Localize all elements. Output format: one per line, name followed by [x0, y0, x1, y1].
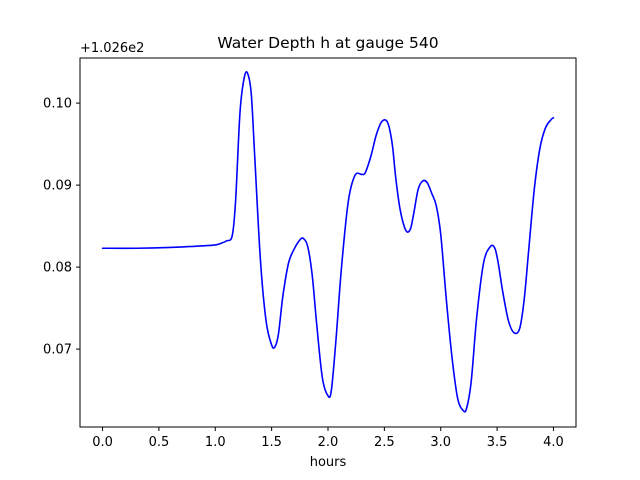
x-tick-label: 1.0 [205, 435, 226, 450]
y-tick-label: 0.09 [43, 179, 72, 194]
x-tick-label: 2.0 [318, 435, 339, 450]
x-tick-label: 0.5 [149, 435, 170, 450]
plot-frame [79, 57, 577, 428]
x-tick-label: 3.0 [430, 435, 451, 450]
y-tick-label: 0.07 [43, 343, 72, 358]
y-tick-label: 0.08 [43, 261, 72, 276]
x-tick-label: 1.5 [261, 435, 282, 450]
ticks-layer: 0.0 0.5 1.0 1.5 2.0 2.5 3.0 3.5 4.0 0.07 0.08 0.09 0… [43, 97, 564, 450]
y-tick-label: 0.10 [43, 97, 72, 112]
chart-title: Water Depth h at gauge 540 [217, 34, 438, 52]
x-axis-label: hours [310, 455, 347, 470]
series-layer [101, 70, 555, 413]
y-offset-text: +1.026e2 [80, 41, 144, 56]
x-tick-label: 2.5 [374, 435, 395, 450]
series-line [101, 70, 555, 413]
x-tick-label: 0.0 [92, 435, 113, 450]
x-tick-label: 3.5 [487, 435, 508, 450]
x-tick-label: 4.0 [543, 435, 564, 450]
